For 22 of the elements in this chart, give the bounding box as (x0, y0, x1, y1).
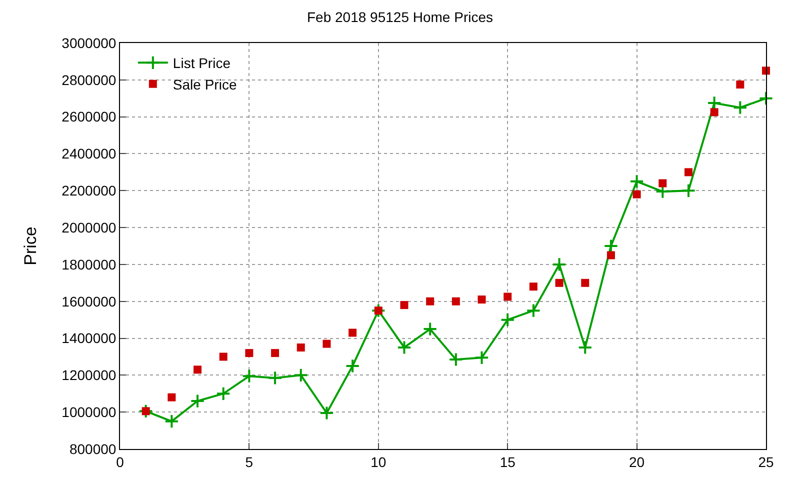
x-tick-label: 0 (116, 454, 124, 470)
y-tick-label: 1000000 (62, 404, 116, 420)
legend-label: Sale Price (172, 76, 237, 92)
x-tick-label: 20 (629, 454, 645, 470)
y-tick-label: 2800000 (62, 72, 116, 88)
y-tick-label: 1400000 (62, 330, 116, 346)
y-tick-label: 3000000 (62, 34, 116, 51)
y-tick-label: 1200000 (62, 367, 116, 384)
x-tick-label: 25 (758, 454, 774, 470)
y-tick-label: 2400000 (62, 146, 116, 162)
y-tick-label: 1800000 (62, 256, 116, 272)
x-tick-label: 10 (370, 454, 386, 470)
y-tick-label: 2600000 (62, 108, 116, 125)
y-tick-label: 2200000 (62, 182, 116, 199)
chart-title: Feb 2018 95125 Home Prices (307, 8, 493, 25)
y-tick-label: 2000000 (62, 219, 116, 236)
x-tick-label: 15 (500, 454, 516, 470)
y-tick-label: 800000 (69, 440, 116, 457)
legend-label: List Price (172, 55, 231, 72)
y-tick-label: 1600000 (62, 293, 116, 310)
y-axis-title: Price (21, 226, 40, 266)
x-tick-label: 5 (245, 454, 254, 470)
